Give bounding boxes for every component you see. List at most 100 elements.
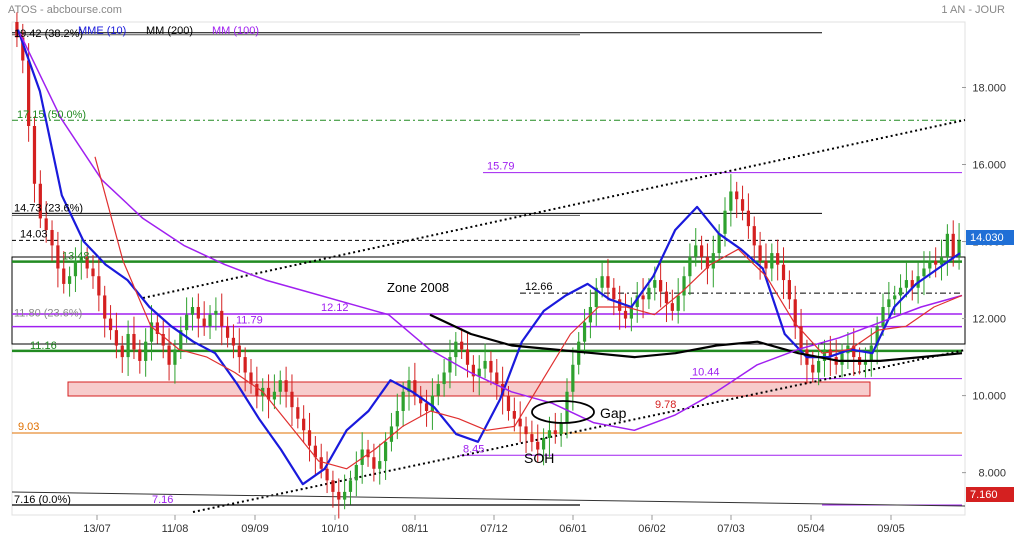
- candle-body: [149, 322, 154, 342]
- candle-body: [155, 322, 159, 334]
- candle-body: [793, 299, 797, 327]
- level-label: 11.16: [30, 340, 57, 352]
- candle-body: [167, 345, 171, 365]
- y-tick-label: 12.000: [972, 314, 1006, 326]
- legend-mme10: MME (10): [78, 25, 126, 37]
- moving-averages: [16, 29, 963, 486]
- candle-body: [536, 441, 540, 450]
- x-tick-label: 07/03: [717, 523, 745, 535]
- candle-body: [15, 22, 19, 38]
- candle-body: [653, 280, 657, 288]
- candle-body: [103, 295, 107, 319]
- candle-body: [460, 341, 464, 350]
- candle-body: [32, 125, 37, 184]
- candle-body: [776, 253, 780, 265]
- candle-body: [922, 268, 926, 277]
- candle-body: [354, 464, 358, 481]
- candle-body: [699, 245, 704, 257]
- candle-body: [530, 434, 534, 442]
- x-tick-label: 08/11: [402, 523, 429, 535]
- x-tick-label: 07/12: [480, 523, 508, 535]
- low-price-badge: [966, 487, 1014, 502]
- candle-body: [717, 233, 721, 254]
- candle-body: [231, 337, 236, 346]
- horizontal-levels: [12, 32, 962, 506]
- candle-body: [735, 191, 739, 200]
- candle-body: [541, 437, 546, 450]
- candle-body: [740, 199, 745, 211]
- level-label: 9.78: [655, 399, 676, 411]
- candle-body: [799, 326, 803, 350]
- candle-body: [547, 430, 552, 438]
- candle-body: [73, 260, 78, 277]
- candle-body: [173, 349, 177, 365]
- candle-body: [413, 380, 417, 396]
- candle-body: [50, 229, 54, 246]
- candle-body: [688, 256, 692, 277]
- zone-2008-box: [11, 256, 966, 345]
- last-price-badge: [966, 230, 1014, 245]
- candle-body: [910, 280, 914, 288]
- candle-body: [313, 445, 317, 458]
- candle-body: [618, 299, 622, 311]
- candle-body: [202, 318, 206, 327]
- candle-body: [419, 395, 423, 404]
- ma-line: [429, 313, 963, 362]
- gap-ellipse: [531, 400, 595, 424]
- candle-body: [629, 307, 633, 319]
- candle-body: [266, 387, 271, 400]
- candle-body: [27, 60, 31, 126]
- candle-body: [348, 480, 353, 492]
- candle-body: [272, 391, 277, 400]
- candle-body: [904, 280, 909, 288]
- candle-body: [21, 37, 25, 61]
- candle-body: [758, 245, 762, 261]
- ma-line: [19, 33, 963, 432]
- candle-body: [448, 357, 452, 373]
- candle-body: [249, 372, 253, 385]
- candle-body: [746, 210, 751, 227]
- x-tick-label: 11/08: [162, 523, 189, 535]
- annotation-soh: SOH: [524, 450, 554, 466]
- level-label: 12.12: [321, 302, 349, 314]
- candle-body: [436, 384, 440, 396]
- candle-body: [594, 287, 598, 308]
- candle-body: [138, 349, 142, 361]
- x-tick-label: 09/09: [241, 523, 269, 535]
- level-label: 11.79: [236, 315, 263, 327]
- candle-body: [606, 276, 610, 288]
- candle-body: [770, 253, 774, 269]
- low-price-label: 7.160: [970, 489, 998, 501]
- candle-body: [430, 395, 435, 412]
- candle-body: [465, 349, 470, 365]
- level-label: 13.48: [62, 251, 90, 263]
- candle-body: [401, 391, 405, 412]
- candle-body: [126, 333, 130, 358]
- candle-body: [694, 245, 698, 257]
- candle-body: [79, 256, 83, 261]
- candle-body: [577, 341, 581, 365]
- candle-body: [811, 364, 815, 373]
- level-label: 14.03: [20, 228, 48, 240]
- resistance-zone-box: [67, 381, 871, 397]
- candle-body: [120, 345, 124, 358]
- annotation-gap: Gap: [600, 405, 627, 421]
- candle-body: [237, 345, 241, 358]
- candle-body: [395, 411, 399, 427]
- candle-body: [483, 360, 487, 369]
- candle-body: [284, 380, 288, 392]
- candle-body: [659, 280, 663, 292]
- candle-body: [495, 372, 499, 385]
- candle-body: [389, 426, 394, 442]
- candle-body: [44, 218, 48, 230]
- level-label: 15.79: [487, 161, 515, 173]
- candle-body: [887, 299, 891, 308]
- candle-body: [383, 441, 388, 462]
- legend-mm200: MM (200): [146, 25, 193, 37]
- candle-body: [489, 360, 493, 373]
- level-label: 11.80 (23.6%): [14, 308, 82, 320]
- candle-body: [787, 280, 791, 300]
